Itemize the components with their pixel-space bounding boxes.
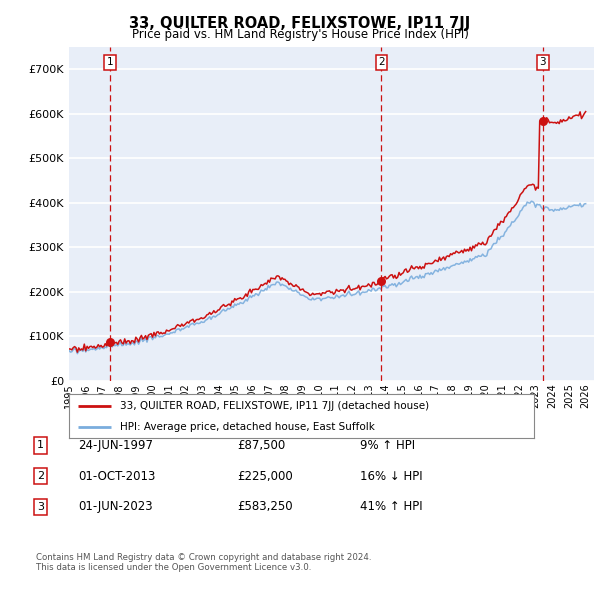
Text: 9% ↑ HPI: 9% ↑ HPI xyxy=(360,439,415,452)
Text: 01-JUN-2023: 01-JUN-2023 xyxy=(78,500,152,513)
Text: 2: 2 xyxy=(378,57,385,67)
Text: HPI: Average price, detached house, East Suffolk: HPI: Average price, detached house, East… xyxy=(120,422,375,432)
Text: 3: 3 xyxy=(539,57,546,67)
Text: This data is licensed under the Open Government Licence v3.0.: This data is licensed under the Open Gov… xyxy=(36,563,311,572)
Text: 3: 3 xyxy=(37,502,44,512)
Text: £87,500: £87,500 xyxy=(237,439,285,452)
Text: 2: 2 xyxy=(37,471,44,481)
Text: 16% ↓ HPI: 16% ↓ HPI xyxy=(360,470,422,483)
Text: 33, QUILTER ROAD, FELIXSTOWE, IP11 7JJ: 33, QUILTER ROAD, FELIXSTOWE, IP11 7JJ xyxy=(130,16,470,31)
Text: 41% ↑ HPI: 41% ↑ HPI xyxy=(360,500,422,513)
Text: 1: 1 xyxy=(107,57,113,67)
Text: £583,250: £583,250 xyxy=(237,500,293,513)
Text: Price paid vs. HM Land Registry's House Price Index (HPI): Price paid vs. HM Land Registry's House … xyxy=(131,28,469,41)
Text: 01-OCT-2013: 01-OCT-2013 xyxy=(78,470,155,483)
Text: 24-JUN-1997: 24-JUN-1997 xyxy=(78,439,153,452)
Text: 33, QUILTER ROAD, FELIXSTOWE, IP11 7JJ (detached house): 33, QUILTER ROAD, FELIXSTOWE, IP11 7JJ (… xyxy=(120,401,429,411)
Text: 1: 1 xyxy=(37,441,44,450)
Text: Contains HM Land Registry data © Crown copyright and database right 2024.: Contains HM Land Registry data © Crown c… xyxy=(36,553,371,562)
Text: £225,000: £225,000 xyxy=(237,470,293,483)
